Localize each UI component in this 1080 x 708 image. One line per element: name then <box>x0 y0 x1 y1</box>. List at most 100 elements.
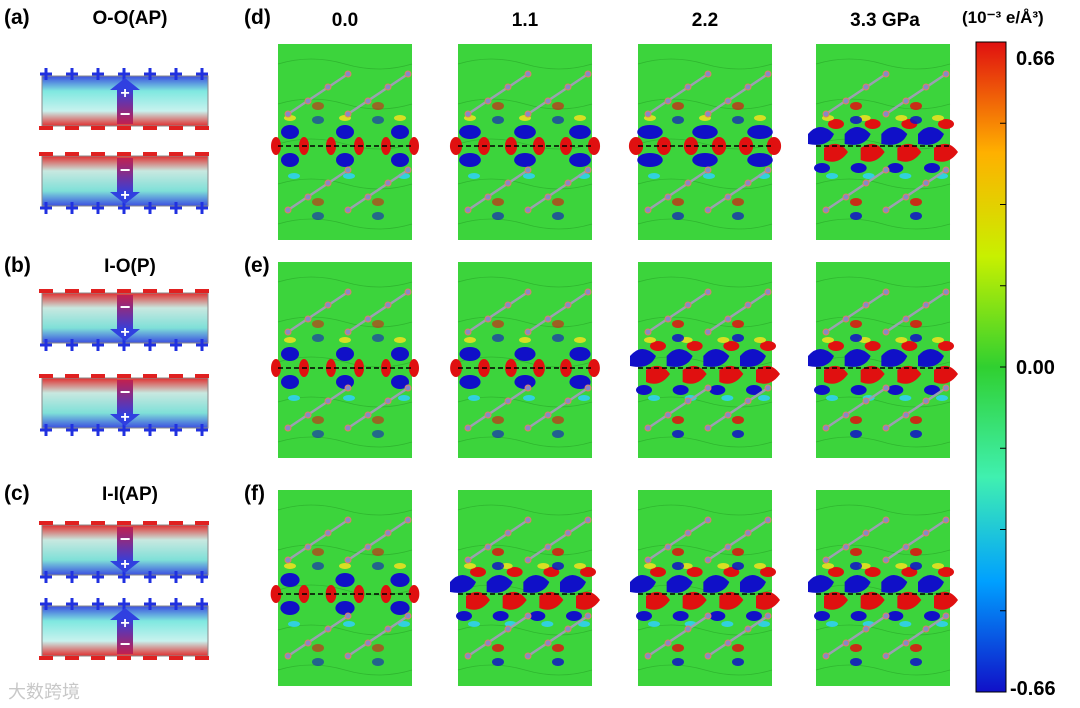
atom <box>882 384 890 392</box>
atom <box>524 556 532 564</box>
accumulation-lobe <box>850 102 862 110</box>
accumulation-lobe <box>732 320 744 328</box>
contour-line <box>815 218 951 230</box>
weak-depletion <box>468 173 480 179</box>
weak-accumulation <box>754 115 766 121</box>
depletion-lobe <box>569 375 591 389</box>
atom <box>524 652 532 660</box>
accumulation-lobe <box>372 548 384 556</box>
atom <box>564 625 572 633</box>
depletion-lobe <box>672 116 684 124</box>
depletion-lobe <box>552 212 564 220</box>
charge-density-map <box>449 44 601 240</box>
accumulation-lobe <box>576 591 600 610</box>
depletion-lobe <box>281 153 299 167</box>
atom <box>664 543 672 551</box>
accumulation-lobe <box>312 102 324 110</box>
atom <box>882 166 890 174</box>
contour-line <box>457 58 593 70</box>
contour-line <box>277 58 413 70</box>
atom <box>304 543 312 551</box>
atom <box>862 83 870 91</box>
atom <box>942 384 950 392</box>
atom <box>882 612 890 620</box>
atom <box>842 315 850 323</box>
accumulation-lobe <box>850 548 862 556</box>
atom <box>344 288 352 296</box>
atom <box>344 384 352 392</box>
atom <box>564 529 572 537</box>
weak-accumulation <box>932 115 944 121</box>
atom <box>664 315 672 323</box>
atom <box>882 652 890 660</box>
atom <box>704 612 712 620</box>
depletion-lobe <box>910 212 922 220</box>
depletion-lobe <box>850 385 867 395</box>
weak-accumulation <box>717 337 730 343</box>
accumulation-lobe <box>502 591 527 610</box>
atom <box>344 556 352 564</box>
polarization-arrow-head <box>110 561 140 573</box>
atom <box>404 166 412 174</box>
atom <box>882 516 890 524</box>
weak-depletion <box>936 621 948 627</box>
atom <box>544 193 552 201</box>
depletion-lobe <box>924 611 940 621</box>
accumulation-lobe <box>756 591 780 610</box>
atom <box>684 397 692 405</box>
atom <box>942 612 950 620</box>
atom <box>902 193 910 201</box>
depletion-lobe <box>514 153 536 167</box>
atom <box>724 315 732 323</box>
atom <box>344 70 352 78</box>
contour-line <box>277 276 413 288</box>
atom <box>344 328 352 336</box>
contour-line <box>637 664 773 676</box>
atom <box>822 206 830 214</box>
atom <box>324 529 332 537</box>
depletion-lobe <box>672 334 684 342</box>
arrow-plus-sign: + <box>120 409 129 426</box>
accumulation-lobe <box>466 591 490 610</box>
weak-accumulation <box>822 563 834 569</box>
depletion-lobe <box>456 611 472 621</box>
atom <box>684 301 692 309</box>
molecular-bond <box>885 168 947 212</box>
atom <box>584 288 592 296</box>
polarization-arrow-shaft <box>117 618 133 654</box>
polarization-arrow-head <box>110 78 140 90</box>
atom <box>882 70 890 78</box>
accumulation-lobe <box>450 359 462 377</box>
depletion-lobe <box>560 575 586 593</box>
atom <box>724 97 732 105</box>
atom <box>942 516 950 524</box>
atom <box>862 625 870 633</box>
atom <box>704 110 712 118</box>
atom <box>942 70 950 78</box>
depletion-lobe <box>910 562 922 570</box>
depletion-lobe <box>391 153 409 167</box>
molecular-bond <box>287 518 349 562</box>
atom <box>704 166 712 174</box>
accumulation-lobe <box>539 591 564 610</box>
atom <box>764 166 772 174</box>
accumulation-lobe <box>934 365 958 384</box>
weak-accumulation <box>932 337 944 343</box>
atom <box>902 411 910 419</box>
accumulation-lobe <box>910 548 922 556</box>
panel-f-label: (f) <box>244 482 265 505</box>
weak-accumulation <box>519 337 531 343</box>
atom <box>504 529 512 537</box>
depletion-lobe <box>372 658 384 666</box>
accumulation-lobe <box>828 119 844 129</box>
depletion-lobe <box>672 658 684 666</box>
charge-density-map <box>270 490 420 686</box>
atom <box>882 110 890 118</box>
depletion-lobe <box>844 349 871 367</box>
weak-depletion <box>288 621 300 627</box>
depletion-lobe <box>529 611 546 621</box>
weak-depletion <box>899 621 912 627</box>
pressure-header-0: 0.0 <box>331 10 359 31</box>
weak-depletion <box>468 395 480 401</box>
atom <box>744 529 752 537</box>
